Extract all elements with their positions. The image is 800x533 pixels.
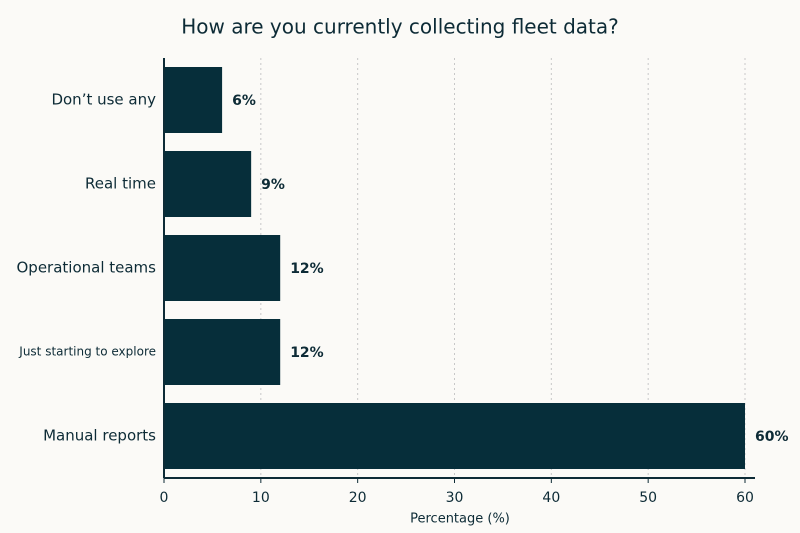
x-tick-label: 60 bbox=[736, 490, 754, 506]
x-tick-label: 50 bbox=[639, 490, 657, 506]
data-label: 6% bbox=[232, 93, 256, 109]
bar bbox=[164, 67, 223, 133]
y-tick-label: Manual reports bbox=[43, 427, 156, 445]
x-tick-label: 40 bbox=[542, 490, 560, 506]
data-label: 9% bbox=[261, 177, 285, 193]
bar bbox=[164, 319, 281, 385]
bar bbox=[164, 235, 281, 301]
y-tick-label: Operational teams bbox=[16, 259, 156, 277]
bar bbox=[164, 151, 252, 217]
bar bbox=[164, 403, 745, 469]
data-label: 12% bbox=[290, 261, 324, 277]
x-tick-label: 20 bbox=[349, 490, 367, 506]
x-tick-label: 0 bbox=[160, 490, 169, 506]
x-tick-label: 30 bbox=[446, 490, 464, 506]
data-label: 60% bbox=[755, 429, 789, 445]
y-tick-label: Real time bbox=[85, 175, 156, 193]
chart-title: How are you currently collecting fleet d… bbox=[181, 15, 619, 39]
y-tick-label: Don’t use any bbox=[51, 91, 156, 109]
x-axis-label: Percentage (%) bbox=[410, 512, 510, 527]
x-tick-label: 10 bbox=[252, 490, 270, 506]
data-label: 12% bbox=[290, 345, 324, 361]
y-tick-label: Just starting to explore bbox=[18, 345, 156, 359]
